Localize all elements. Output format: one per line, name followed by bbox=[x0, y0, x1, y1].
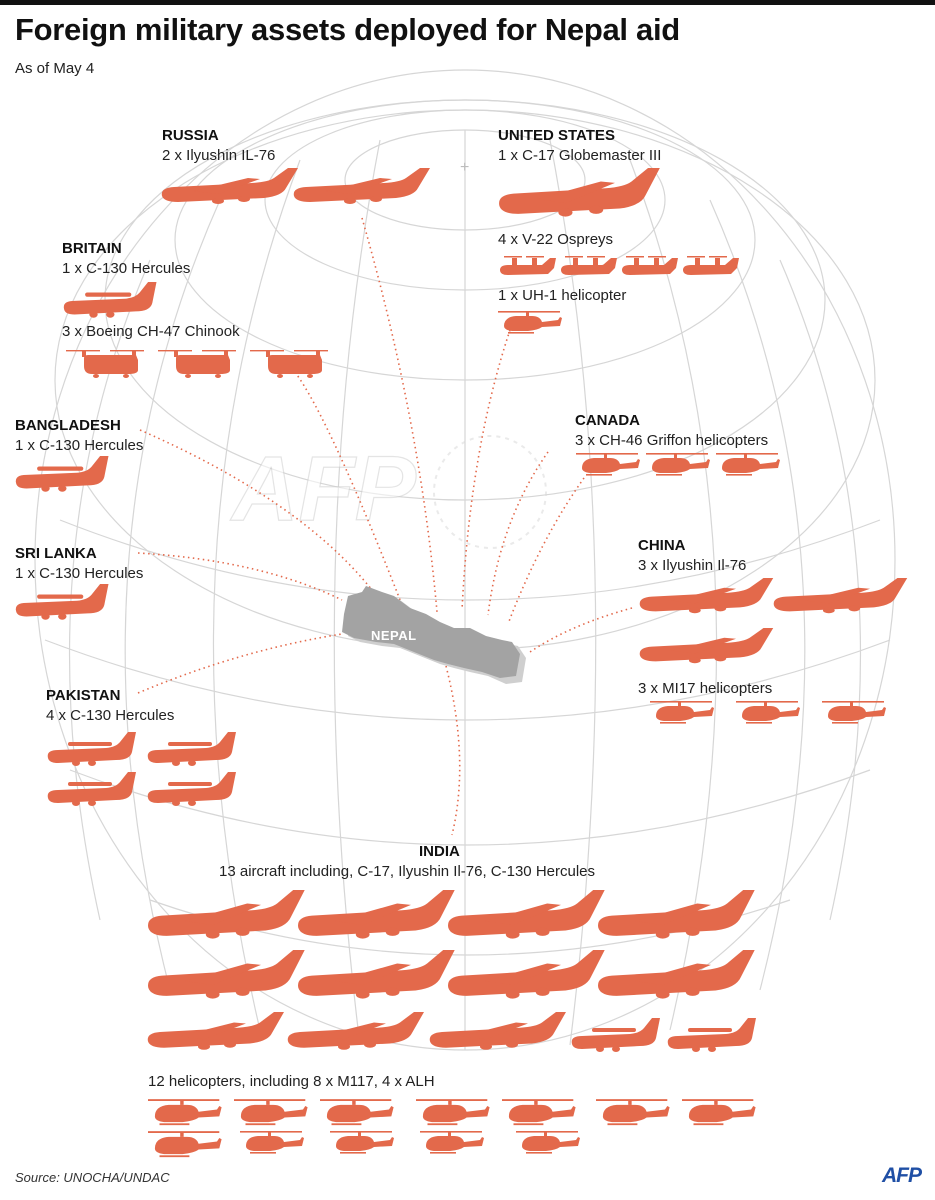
jet-transport-icon bbox=[429, 1012, 566, 1050]
label-russia-name: RUSSIA bbox=[162, 127, 219, 144]
connector-lines bbox=[137, 217, 633, 836]
top-rule bbox=[0, 0, 935, 5]
turboprop-transport-icon bbox=[15, 584, 109, 620]
globe-graticule bbox=[34, 69, 896, 1051]
globe-pole-marker: + bbox=[460, 159, 469, 176]
label-canada-assets: 3 x CH-46 Griffon helicopters bbox=[575, 432, 769, 449]
label-russia-assets: 2 x Ilyushin IL-76 bbox=[162, 147, 276, 164]
helicopter-icon bbox=[420, 1131, 484, 1154]
label-india-name: INDIA bbox=[419, 843, 460, 860]
page-subtitle: As of May 4 bbox=[15, 60, 95, 77]
turboprop-transport-icon bbox=[15, 456, 109, 492]
label-pakistan-name: PAKISTAN bbox=[46, 687, 121, 704]
helicopter-icon bbox=[416, 1099, 490, 1126]
label-united-states-c17: 1 x C-17 Globemaster III bbox=[498, 147, 662, 164]
helicopter-icon bbox=[330, 1131, 394, 1154]
helicopter-icon bbox=[596, 1099, 670, 1126]
turboprop-transport-icon bbox=[571, 1018, 660, 1052]
nepal-map: NEPAL bbox=[342, 586, 526, 684]
label-canada-name: CANADA bbox=[575, 412, 640, 429]
nepal-label: NEPAL bbox=[371, 628, 417, 643]
tandem-rotor-helicopter-icon bbox=[66, 350, 144, 378]
helicopter-icon bbox=[646, 453, 710, 476]
tandem-rotor-helicopter-icon bbox=[250, 350, 328, 378]
label-china-name: CHINA bbox=[638, 537, 686, 554]
label-bangladesh-assets: 1 x C-130 Hercules bbox=[15, 437, 144, 454]
turboprop-transport-icon bbox=[47, 732, 136, 766]
helicopter-icon bbox=[516, 1131, 580, 1154]
jet-transport-icon bbox=[598, 890, 755, 939]
jet-transport-icon bbox=[773, 578, 908, 614]
helicopter-icon bbox=[650, 701, 714, 724]
label-china-il76: 3 x Ilyushin Il-76 bbox=[638, 557, 747, 574]
tiltrotor-icon bbox=[500, 256, 556, 275]
label-sri-lanka-name: SRI LANKA bbox=[15, 545, 97, 562]
tiltrotor-icon bbox=[622, 256, 678, 275]
label-united-states-name: UNITED STATES bbox=[498, 127, 615, 144]
jet-transport-icon bbox=[298, 890, 455, 939]
jet-transport-icon bbox=[639, 578, 774, 614]
jet-transport-icon bbox=[148, 950, 305, 999]
jet-transport-icon bbox=[287, 1012, 424, 1050]
jet-transport-icon bbox=[293, 168, 430, 204]
helicopter-icon bbox=[576, 453, 640, 476]
helicopter-icon bbox=[716, 453, 780, 476]
nepal-shape bbox=[342, 586, 520, 678]
jet-transport-icon bbox=[639, 628, 774, 664]
helicopter-icon bbox=[502, 1099, 576, 1126]
label-united-states-osprey: 4 x V-22 Ospreys bbox=[498, 231, 614, 248]
jet-transport-icon bbox=[448, 950, 605, 999]
tiltrotor-icon bbox=[683, 256, 739, 275]
jet-transport-icon bbox=[598, 950, 755, 999]
label-britain-c130: 1 x C-130 Hercules bbox=[62, 260, 191, 277]
jet-transport-icon bbox=[147, 1012, 284, 1050]
afp-logo: AFP bbox=[882, 1164, 922, 1187]
turboprop-transport-icon bbox=[147, 772, 236, 806]
label-india-aircraft: 13 aircraft including, C-17, Ilyushin Il… bbox=[219, 863, 596, 880]
helicopter-icon bbox=[498, 311, 562, 334]
helicopter-icon bbox=[148, 1099, 222, 1126]
turboprop-transport-icon bbox=[47, 772, 136, 806]
jet-transport-icon bbox=[448, 890, 605, 939]
label-sri-lanka-assets: 1 x C-130 Hercules bbox=[15, 565, 144, 582]
label-britain-chinook: 3 x Boeing CH-47 Chinook bbox=[62, 323, 240, 340]
watermark-globe bbox=[433, 435, 547, 549]
page-title: Foreign military assets deployed for Nep… bbox=[15, 12, 680, 47]
jet-transport-icon bbox=[148, 890, 305, 939]
turboprop-transport-icon bbox=[63, 282, 157, 318]
label-bangladesh-name: BANGLADESH bbox=[15, 417, 121, 434]
label-britain-name: BRITAIN bbox=[62, 240, 122, 257]
turboprop-transport-icon bbox=[667, 1018, 756, 1052]
tandem-rotor-helicopter-icon bbox=[158, 350, 236, 378]
label-india-helicopters: 12 helicopters, including 8 x M117, 4 x … bbox=[148, 1073, 435, 1090]
label-united-states-uh1: 1 x UH-1 helicopter bbox=[498, 287, 627, 304]
helicopter-icon bbox=[320, 1099, 394, 1126]
turboprop-transport-icon bbox=[147, 732, 236, 766]
helicopter-icon bbox=[234, 1099, 308, 1126]
label-pakistan-assets: 4 x C-130 Hercules bbox=[46, 707, 175, 724]
jet-transport-icon bbox=[161, 168, 298, 204]
jet-transport-icon bbox=[298, 950, 455, 999]
helicopter-icon bbox=[682, 1099, 756, 1126]
agency-watermark: AFP bbox=[229, 435, 547, 549]
watermark-text: AFP bbox=[230, 438, 417, 540]
helicopter-icon bbox=[240, 1131, 304, 1154]
helicopter-icon bbox=[736, 701, 800, 724]
label-china-mi17: 3 x MI17 helicopters bbox=[638, 680, 773, 697]
source-credit: Source: UNOCHA/UNDAC bbox=[15, 1170, 170, 1185]
helicopter-icon bbox=[148, 1131, 222, 1158]
